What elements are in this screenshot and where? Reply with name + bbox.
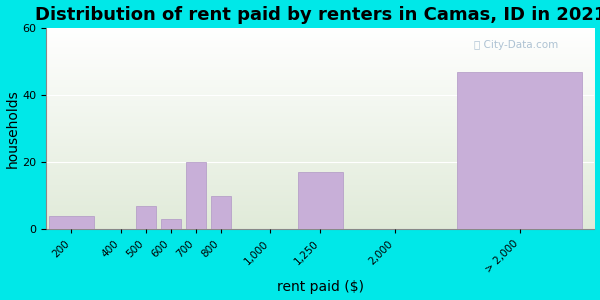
- Bar: [186, 162, 206, 230]
- X-axis label: rent paid ($): rent paid ($): [277, 280, 364, 294]
- Bar: [298, 172, 343, 230]
- Y-axis label: households: households: [5, 89, 20, 168]
- Bar: [211, 196, 230, 230]
- Title: Distribution of rent paid by renters in Camas, ID in 2021: Distribution of rent paid by renters in …: [35, 6, 600, 24]
- Bar: [49, 216, 94, 230]
- Bar: [136, 206, 156, 230]
- Bar: [457, 72, 582, 230]
- Text: ⓘ City-Data.com: ⓘ City-Data.com: [474, 40, 558, 50]
- Bar: [161, 219, 181, 230]
